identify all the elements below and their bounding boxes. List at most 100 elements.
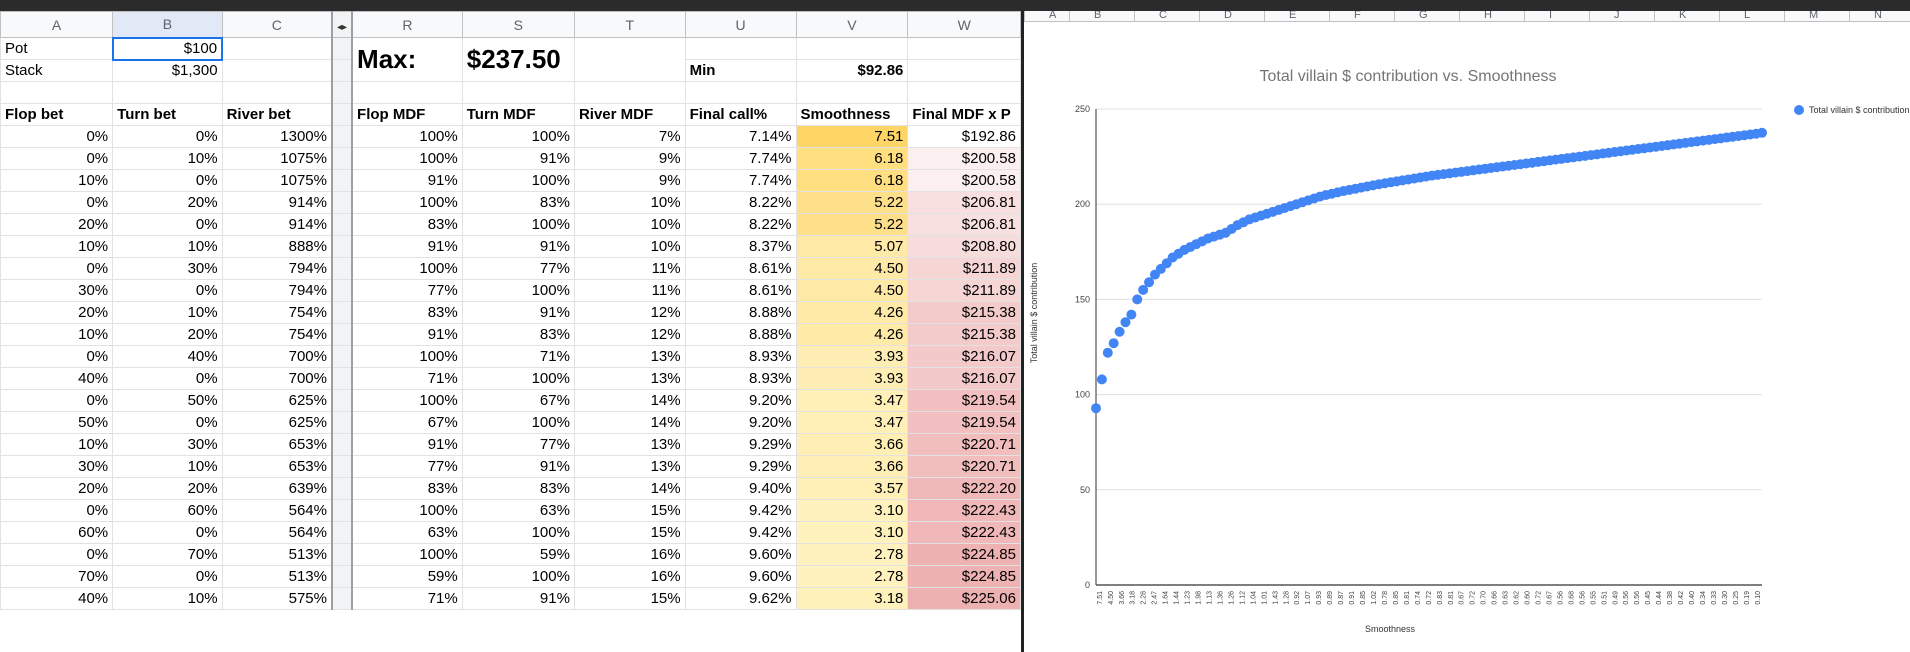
- right-column-header-h[interactable]: H: [1484, 11, 1492, 21]
- final-mdf-cell[interactable]: $216.07: [907, 345, 1021, 368]
- right-column-header-d[interactable]: D: [1224, 11, 1232, 21]
- max-label[interactable]: Max:: [351, 37, 463, 82]
- river-mdf-cell[interactable]: 13%: [573, 367, 686, 390]
- flop-bet-cell[interactable]: 0%: [0, 147, 114, 170]
- final-call-cell[interactable]: 8.61%: [684, 257, 797, 280]
- final-call-cell[interactable]: 8.37%: [684, 235, 797, 258]
- right-column-header-n[interactable]: N: [1874, 11, 1882, 21]
- turn-mdf-cell[interactable]: 100%: [461, 565, 575, 588]
- smoothness-cell[interactable]: 5.22: [795, 191, 909, 214]
- column-header-v[interactable]: V: [795, 11, 909, 38]
- header-river-mdf[interactable]: River MDF: [573, 103, 686, 126]
- final-call-cell[interactable]: 8.88%: [684, 323, 797, 346]
- flop-bet-cell[interactable]: 30%: [0, 455, 114, 478]
- river-bet-cell[interactable]: 639%: [221, 477, 333, 500]
- flop-bet-cell[interactable]: 10%: [0, 235, 114, 258]
- river-mdf-cell[interactable]: 13%: [573, 433, 686, 456]
- max-value[interactable]: $237.50: [461, 37, 575, 82]
- turn-mdf-cell[interactable]: 91%: [461, 455, 575, 478]
- river-bet-cell[interactable]: 564%: [221, 521, 333, 544]
- final-mdf-cell[interactable]: $224.85: [907, 543, 1021, 566]
- river-bet-cell[interactable]: 794%: [221, 279, 333, 302]
- final-mdf-cell[interactable]: $206.81: [907, 213, 1021, 236]
- turn-mdf-cell[interactable]: 77%: [461, 433, 575, 456]
- flop-mdf-cell[interactable]: 91%: [351, 323, 463, 346]
- river-mdf-cell[interactable]: 7%: [573, 125, 686, 148]
- river-mdf-cell[interactable]: 13%: [573, 455, 686, 478]
- turn-bet-cell[interactable]: 0%: [112, 367, 223, 390]
- final-call-cell[interactable]: 8.22%: [684, 191, 797, 214]
- flop-bet-cell[interactable]: 0%: [0, 389, 114, 412]
- turn-bet-cell[interactable]: 30%: [112, 257, 223, 280]
- turn-bet-cell[interactable]: 10%: [112, 587, 223, 610]
- flop-mdf-cell[interactable]: 77%: [351, 455, 463, 478]
- river-mdf-cell[interactable]: 10%: [573, 213, 686, 236]
- turn-bet-cell[interactable]: 60%: [112, 499, 223, 522]
- smoothness-cell[interactable]: 5.07: [795, 235, 909, 258]
- turn-mdf-cell[interactable]: 63%: [461, 499, 575, 522]
- cell[interactable]: [573, 81, 686, 104]
- final-mdf-cell[interactable]: $222.43: [907, 521, 1021, 544]
- cell[interactable]: [684, 37, 797, 60]
- final-mdf-cell[interactable]: $211.89: [907, 257, 1021, 280]
- river-bet-cell[interactable]: 513%: [221, 565, 333, 588]
- final-call-cell[interactable]: 8.93%: [684, 345, 797, 368]
- flop-bet-cell[interactable]: 40%: [0, 587, 114, 610]
- flop-mdf-cell[interactable]: 100%: [351, 257, 463, 280]
- flop-mdf-cell[interactable]: 100%: [351, 543, 463, 566]
- flop-bet-cell[interactable]: 0%: [0, 125, 114, 148]
- final-call-cell[interactable]: 9.29%: [684, 433, 797, 456]
- flop-mdf-cell[interactable]: 100%: [351, 191, 463, 214]
- smoothness-cell[interactable]: 4.26: [795, 301, 909, 324]
- pot-value[interactable]: $100: [111, 36, 224, 61]
- smoothness-cell[interactable]: 4.50: [795, 257, 909, 280]
- river-mdf-cell[interactable]: 14%: [573, 389, 686, 412]
- final-call-cell[interactable]: 8.61%: [684, 279, 797, 302]
- turn-mdf-cell[interactable]: 91%: [461, 147, 575, 170]
- river-bet-cell[interactable]: 564%: [221, 499, 333, 522]
- river-bet-cell[interactable]: 794%: [221, 257, 333, 280]
- header-final-mdf[interactable]: Final MDF x P: [907, 103, 1021, 126]
- turn-bet-cell[interactable]: 20%: [112, 191, 223, 214]
- final-mdf-cell[interactable]: $216.07: [907, 367, 1021, 390]
- smoothness-cell[interactable]: 3.18: [795, 587, 909, 610]
- flop-bet-cell[interactable]: 10%: [0, 433, 114, 456]
- flop-mdf-cell[interactable]: 83%: [351, 477, 463, 500]
- flop-bet-cell[interactable]: 0%: [0, 499, 114, 522]
- final-mdf-cell[interactable]: $220.71: [907, 433, 1021, 456]
- smoothness-cell[interactable]: 3.93: [795, 367, 909, 390]
- cell[interactable]: [461, 81, 575, 104]
- cell[interactable]: [112, 81, 223, 104]
- header-river-bet[interactable]: River bet: [221, 103, 333, 126]
- smoothness-cell[interactable]: 6.18: [795, 147, 909, 170]
- flop-mdf-cell[interactable]: 100%: [351, 125, 463, 148]
- pane-divider[interactable]: [1021, 11, 1024, 652]
- header-final-call[interactable]: Final call%: [684, 103, 797, 126]
- turn-bet-cell[interactable]: 20%: [112, 323, 223, 346]
- column-header-r[interactable]: R: [351, 11, 463, 38]
- river-bet-cell[interactable]: 754%: [221, 301, 333, 324]
- turn-bet-cell[interactable]: 20%: [112, 477, 223, 500]
- turn-bet-cell[interactable]: 0%: [112, 411, 223, 434]
- river-bet-cell[interactable]: 888%: [221, 235, 333, 258]
- flop-bet-cell[interactable]: 30%: [0, 279, 114, 302]
- smoothness-cell[interactable]: 6.18: [795, 169, 909, 192]
- turn-mdf-cell[interactable]: 100%: [461, 169, 575, 192]
- smoothness-cell[interactable]: 2.78: [795, 565, 909, 588]
- flop-bet-cell[interactable]: 0%: [0, 345, 114, 368]
- flop-bet-cell[interactable]: 40%: [0, 367, 114, 390]
- min-label[interactable]: Min: [684, 59, 797, 82]
- smoothness-cell[interactable]: 3.66: [795, 455, 909, 478]
- turn-mdf-cell[interactable]: 100%: [461, 521, 575, 544]
- scatter-chart[interactable]: Total villain $ contribution vs. Smoothn…: [1024, 23, 1910, 652]
- flop-bet-cell[interactable]: 20%: [0, 213, 114, 236]
- turn-bet-cell[interactable]: 30%: [112, 433, 223, 456]
- flop-bet-cell[interactable]: 10%: [0, 323, 114, 346]
- flop-mdf-cell[interactable]: 83%: [351, 301, 463, 324]
- final-mdf-cell[interactable]: $192.86: [907, 125, 1021, 148]
- flop-bet-cell[interactable]: 20%: [0, 301, 114, 324]
- final-mdf-cell[interactable]: $200.58: [907, 147, 1021, 170]
- smoothness-cell[interactable]: 3.66: [795, 433, 909, 456]
- final-mdf-cell[interactable]: $225.06: [907, 587, 1021, 610]
- column-header-c[interactable]: C: [221, 11, 333, 38]
